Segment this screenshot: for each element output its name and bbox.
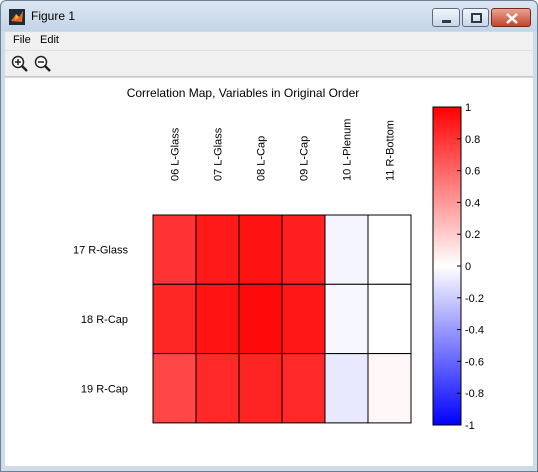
colorbar: 1 0.8 0.6 0.4 0.2 0 -0.2 -0.4 -0.6 -0.8 -1 (432, 102, 484, 432)
minimize-button[interactable] (432, 8, 460, 27)
colorbar-tick-label: 0.4 (465, 197, 480, 209)
heatmap-cell (195, 283, 240, 355)
heatmap-cell (152, 283, 197, 355)
heatmap-cells (152, 214, 412, 424)
heatmap-cell (238, 214, 283, 285)
heatmap-cell (152, 214, 197, 285)
column-label: 08 L-Cap (256, 136, 268, 181)
colorbar-tick-label: -1 (465, 420, 475, 432)
menu-edit[interactable]: Edit (40, 34, 59, 46)
heatmap-cell (195, 214, 240, 285)
heatmap-cell (195, 353, 240, 424)
matlab-logo-icon (9, 9, 25, 25)
heatmap-cell (281, 214, 326, 285)
colorbar-tick-label: -0.8 (465, 388, 484, 400)
heatmap-cell (324, 214, 369, 285)
heatmap-cell (281, 283, 326, 355)
heatmap-cell (324, 283, 369, 355)
menu-bar: File Edit (5, 32, 533, 50)
colorbar-tick-label: 0.2 (465, 229, 480, 241)
maximize-icon (471, 13, 482, 23)
column-label: 09 L-Cap (299, 136, 311, 181)
heatmap-cell (281, 353, 326, 424)
close-button[interactable] (491, 8, 531, 27)
colorbar-gradient (432, 106, 462, 426)
maximize-button[interactable] (462, 8, 489, 27)
colorbar-tick-label: 0.8 (465, 134, 480, 146)
column-labels: 06 L-Glass 07 L-Glass 08 L-Cap 09 L-Cap 10 L… (170, 119, 397, 181)
column-label: 11 R-Bottom (385, 120, 397, 181)
row-label: 19 R-Cap (81, 383, 128, 395)
heatmap-cell (367, 353, 412, 424)
heatmap-cell (152, 353, 197, 424)
row-labels: 17 R-Glass 18 R-Cap 19 R-Cap (73, 245, 129, 396)
menu-file[interactable]: File (13, 34, 31, 46)
zoom-out-icon (34, 55, 51, 72)
row-label: 18 R-Cap (81, 314, 128, 326)
colorbar-tick-label: 0 (465, 261, 471, 273)
title-bar[interactable]: Figure 1 (1, 1, 537, 31)
zoom-in-icon (11, 55, 28, 72)
heatmap-cell (367, 214, 412, 285)
heatmap-cell (238, 283, 283, 355)
figure-canvas: Correlation Map, Variables in Original O… (5, 78, 533, 466)
minimize-icon (442, 20, 451, 23)
heatmap-cell (367, 283, 412, 355)
window-title: Figure 1 (31, 9, 76, 23)
column-label: 07 L-Glass (213, 127, 225, 181)
close-icon (506, 13, 518, 24)
heatmap-cell (324, 353, 369, 424)
colorbar-tick-label: -0.4 (465, 325, 484, 337)
column-label: 10 L-Plenum (342, 119, 354, 181)
colorbar-tick-label: 0.6 (465, 166, 480, 178)
chart-title: Correlation Map, Variables in Original O… (127, 86, 360, 100)
colorbar-tick-label: -0.2 (465, 293, 484, 305)
zoom-in-button[interactable] (10, 54, 30, 74)
zoom-out-button[interactable] (33, 54, 53, 74)
column-label: 06 L-Glass (170, 127, 182, 181)
heatmap-cell (238, 353, 283, 424)
correlation-plot: Correlation Map, Variables in Original O… (73, 86, 484, 432)
colorbar-tick-label: 1 (465, 102, 471, 114)
figure-toolbar (5, 50, 533, 77)
colorbar-tick-label: -0.6 (465, 356, 484, 368)
row-label: 17 R-Glass (73, 245, 129, 257)
